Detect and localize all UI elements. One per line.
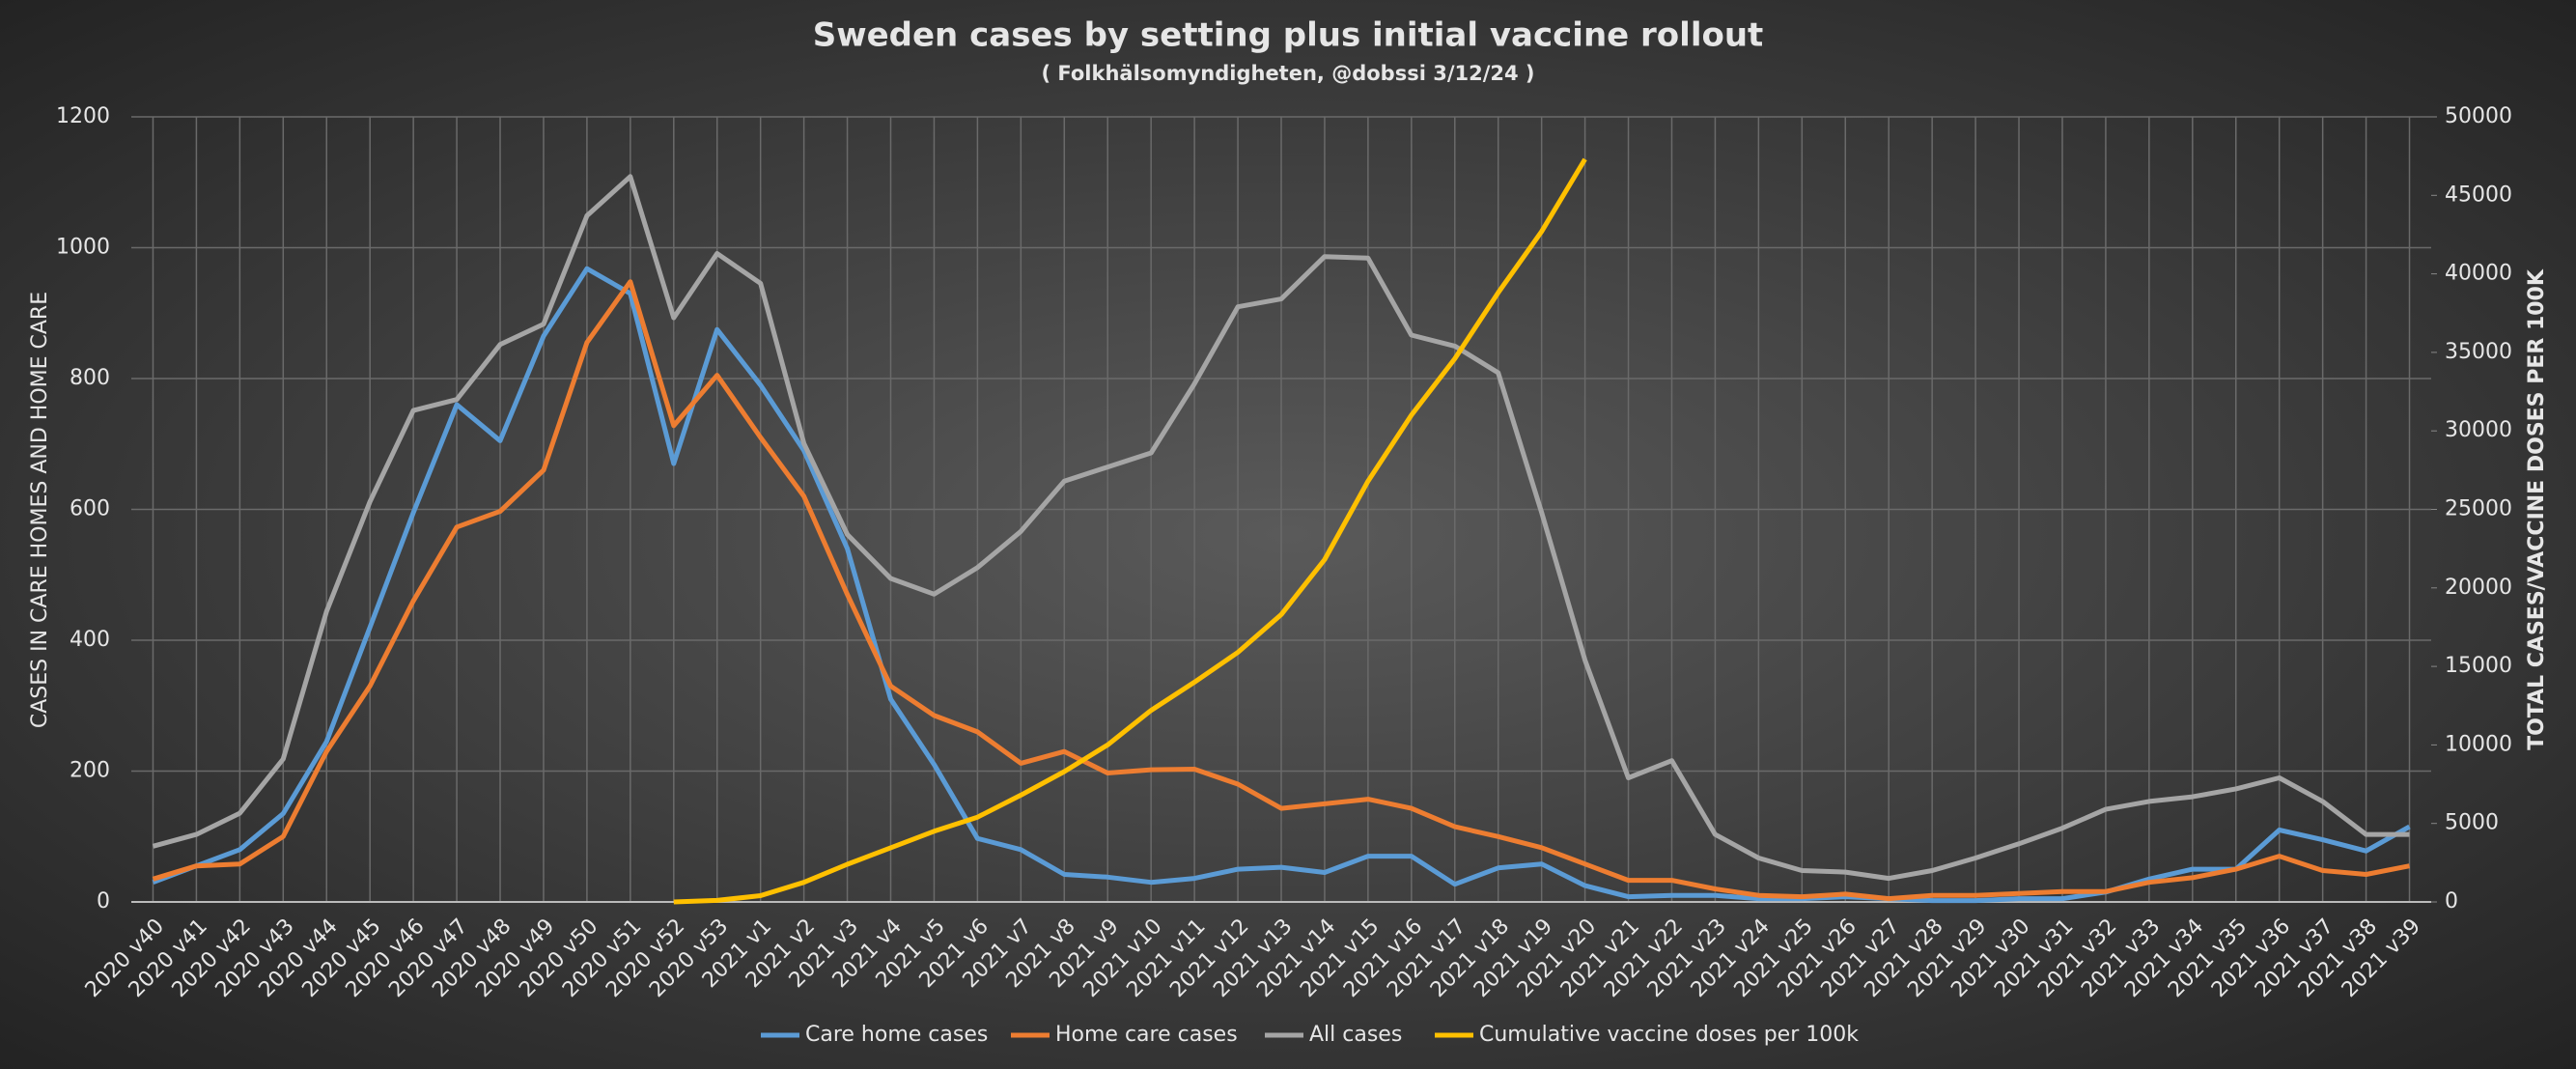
y2-tick-label: 15000 [2445, 654, 2512, 678]
series-line [152, 174, 2410, 882]
y2-tick-label: 0 [2445, 889, 2458, 914]
y-tick-label: 0 [97, 889, 110, 914]
y2-tick-label: 50000 [2445, 104, 2512, 128]
series-line [673, 157, 1587, 905]
chart-subtitle: ( Folkhälsomyndigheten, @dobssi 3/12/24 … [1041, 62, 1534, 85]
y2-tick-label: 35000 [2445, 340, 2512, 364]
y2-tick-label: 20000 [2445, 576, 2512, 600]
y2-tick-label: 45000 [2445, 183, 2512, 207]
y2-axis-label: TOTAL CASES/VACCINE DOSES PER 100K [2525, 268, 2549, 750]
chart-title: Sweden cases by setting plus initial vac… [813, 16, 1764, 55]
y-tick-label: 600 [70, 497, 110, 521]
legend-label: All cases [1309, 1023, 1402, 1047]
y2-tick-label: 10000 [2445, 732, 2512, 756]
legend-label: Cumulative vaccine doses per 100k [1479, 1023, 1859, 1047]
y-tick-label: 800 [70, 366, 110, 390]
y-tick-label: 1200 [56, 104, 110, 128]
legend-label: Care home cases [805, 1023, 988, 1047]
y-tick-label: 400 [70, 628, 110, 652]
y2-tick-label: 40000 [2445, 262, 2512, 286]
y2-tick-label: 5000 [2445, 811, 2499, 835]
y2-tick-label: 30000 [2445, 418, 2512, 442]
series-line [152, 266, 2411, 904]
y-tick-label: 1000 [56, 236, 110, 260]
y-axis-label: CASES IN CARE HOMES AND HOME CARE [28, 292, 52, 728]
y-tick-label: 200 [70, 759, 110, 783]
y2-tick-label: 25000 [2445, 497, 2512, 521]
series-line [152, 279, 2410, 902]
legend-label: Home care cases [1055, 1023, 1238, 1047]
